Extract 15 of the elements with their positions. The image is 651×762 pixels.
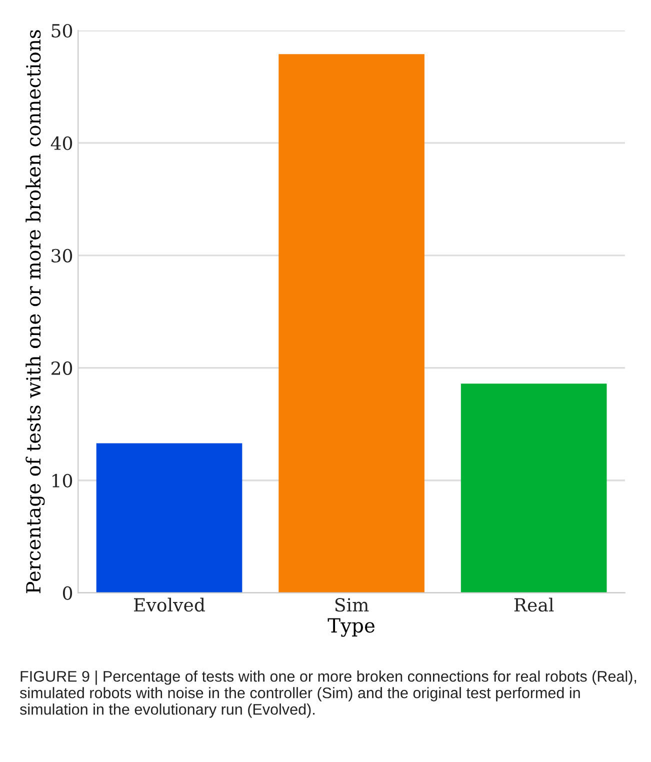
y-tick-label: 20	[52, 361, 72, 376]
y-tick-label: 0	[62, 586, 72, 600]
y-tick-label: 50	[52, 24, 72, 38]
bar	[96, 443, 242, 593]
x-axis-title: Type	[328, 618, 375, 637]
y-tick-label: 10	[52, 474, 72, 488]
bar	[278, 54, 424, 593]
y-tick-label: 40	[50, 136, 72, 150]
x-tick-label: Evolved	[134, 598, 205, 612]
y-axis-title: Percentage of tests with one or more broken connections	[26, 30, 45, 594]
y-tick-label: 30	[52, 248, 72, 263]
x-tick-label: Real	[514, 598, 554, 612]
caption: FIGURE 9 | Percentage of tests with one or more broken connections for real robots (Real), simulated robots with noise in the controller (Sim) and the original test performed in simulation in the evolutionary run (Evolved).	[20, 670, 636, 718]
bar	[460, 384, 607, 593]
x-tick-label: Sim	[335, 598, 369, 612]
